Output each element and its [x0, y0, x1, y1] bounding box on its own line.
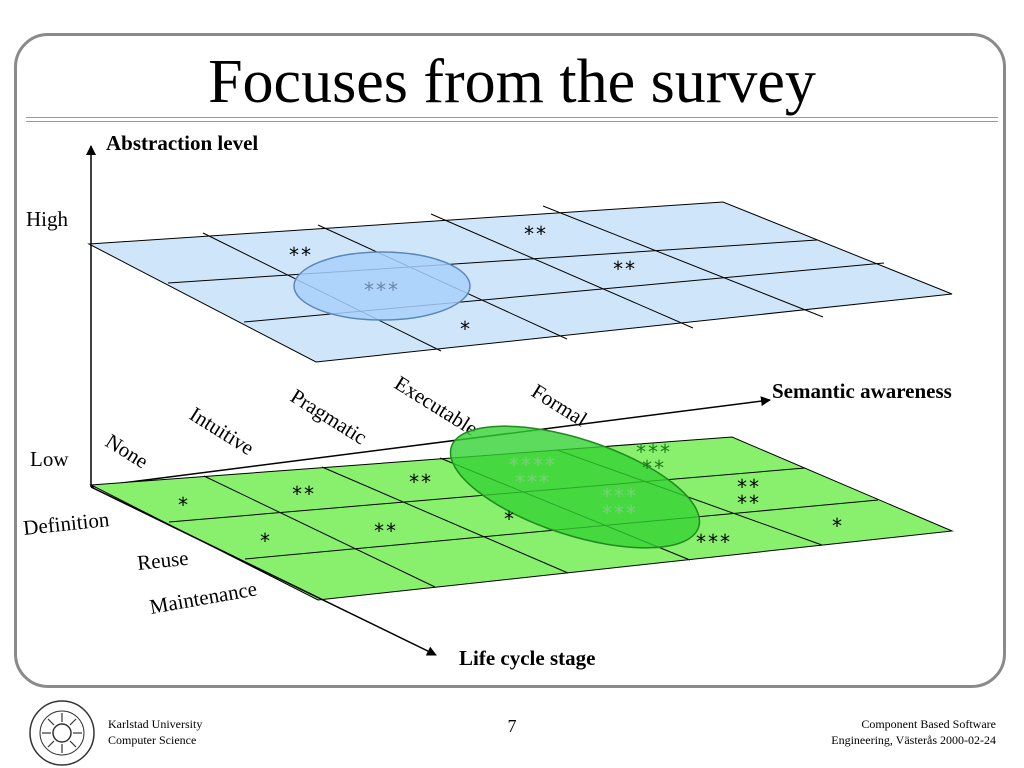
low-mark: * [831, 514, 843, 538]
low-mark: *** [601, 484, 637, 508]
low-mark: ** [736, 475, 760, 499]
semantic-label-none: None [101, 429, 152, 473]
high-mark: ** [523, 222, 547, 246]
low-mark: ** [291, 482, 315, 506]
low-mark: *** [514, 470, 550, 494]
level-label-high: High [26, 207, 69, 231]
lifecycle-axis-label: Life cycle stage [459, 646, 595, 670]
semantic-label-executable: Executable [390, 371, 482, 441]
slide-title: Focuses from the survey [208, 48, 816, 116]
low-mark: *** [601, 501, 637, 525]
high-mark: ** [288, 243, 312, 267]
high-mark: *** [363, 278, 399, 302]
low-mark: *** [635, 440, 671, 464]
semantic-label-pragmatic: Pragmatic [286, 384, 371, 449]
low-mark: ** [641, 456, 665, 480]
low-mark: ** [736, 491, 760, 515]
high-focus-ellipse [293, 251, 471, 321]
lifecycle-axis [90, 486, 437, 656]
page-number: 7 [507, 716, 517, 736]
low-mark: * [503, 507, 515, 531]
footer-course-line2: Engineering, Västerås 2000-02-24 [831, 733, 996, 747]
level-label-low: Low [30, 447, 69, 471]
low-mark: * [177, 493, 189, 517]
low-mark: *** [695, 530, 731, 554]
stage-label-definition: Definition [22, 507, 111, 540]
low-focus-ellipse [449, 425, 701, 549]
title-divider [26, 121, 998, 122]
high-plane: ** *** ** ** * [87, 201, 953, 363]
semantic-label-intuitive: Intuitive [185, 402, 258, 460]
low-plane: * ** ** **** *** *** ** * ** * *** *** *… [89, 425, 954, 601]
stage-label-reuse: Reuse [136, 546, 190, 575]
title-divider [26, 117, 998, 118]
abstraction-axis-label: Abstraction level [106, 131, 258, 155]
footer-institution: Karlstad University Computer Science [108, 716, 202, 748]
semantic-axis-label: Semantic awareness [772, 379, 952, 403]
high-mark: * [459, 317, 471, 341]
high-mark: ** [612, 257, 636, 281]
high-plane-surface [87, 201, 953, 363]
low-mark: ** [408, 470, 432, 494]
footer-course: Component Based Software Engineering, Vä… [831, 716, 996, 748]
stage-label-maintenance: Maintenance [148, 576, 259, 618]
semantic-axis [90, 396, 771, 488]
footer-course-line1: Component Based Software [861, 717, 996, 731]
low-mark: **** [508, 453, 556, 477]
footer-department: Computer Science [108, 733, 197, 747]
low-mark: * [259, 529, 271, 553]
semantic-label-formal: Formal [527, 379, 591, 432]
low-mark: ** [373, 519, 397, 543]
footer-university: Karlstad University [108, 717, 203, 731]
university-seal-icon [29, 700, 95, 766]
